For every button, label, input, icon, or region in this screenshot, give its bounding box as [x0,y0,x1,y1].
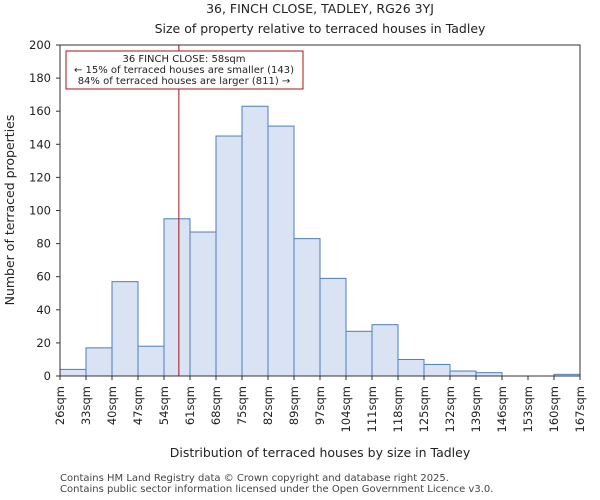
annotation-frame [65,50,304,90]
x-tick-label: 167sqm [573,386,587,432]
y-axis-label: Number of terraced properties [2,115,17,306]
footer-line-2: Contains public sector information licen… [60,484,494,495]
x-tick-label: 146sqm [495,386,509,432]
x-tick-label: 82sqm [261,386,275,425]
x-tick-label: 40sqm [105,386,119,425]
y-tick-label: 200 [29,38,51,52]
x-tick-label: 125sqm [417,386,431,432]
x-tick-label: 118sqm [391,386,405,432]
bar-125sqm [423,363,451,377]
chart-subtitle: Size of property relative to terraced ho… [155,21,486,36]
x-tick-label: 89sqm [287,386,301,425]
y-tick-label: 40 [36,303,51,317]
bar-118sqm [397,358,425,377]
x-tick-label: 33sqm [79,386,93,425]
bar-82sqm [267,125,295,377]
bar-68sqm [215,135,243,377]
bars-group [59,105,581,377]
chart-title: 36, FINCH CLOSE, TADLEY, RG26 3YJ [206,1,434,16]
x-tick-label: 111sqm [365,386,379,432]
y-tick-label: 100 [29,204,51,218]
x-axis-label: Distribution of terraced houses by size … [170,445,471,460]
bar-61sqm [189,231,217,377]
x-tick-label: 54sqm [157,386,171,425]
annotation-line-1: 36 FINCH CLOSE: 58sqm [122,54,245,65]
bar-47sqm [137,345,165,377]
x-tick-label: 47sqm [131,386,145,425]
x-axis: 26sqm 33sqm 40sqm 47sqm 54sqm 61sqm 68sqm 75sqm… [53,376,587,432]
bar-104sqm [345,330,373,377]
x-tick-label: 97sqm [313,386,327,425]
x-tick-label: 61sqm [183,386,197,425]
bar-97sqm [319,277,347,377]
bar-111sqm [371,324,399,377]
y-tick-label: 60 [36,270,51,284]
y-tick-label: 120 [29,170,51,184]
y-axis: 0 20 40 60 80 100 120 140 160 180 200 [29,38,60,383]
y-tick-label: 20 [36,336,51,350]
annotation-box: 36 FINCH CLOSE: 58sqm ← 15% of terraced … [65,50,304,90]
x-tick-label: 26sqm [53,386,67,425]
x-tick-label: 68sqm [209,386,223,425]
y-tick-label: 180 [29,71,51,85]
x-tick-label: 132sqm [443,386,457,432]
y-tick-label: 0 [44,369,51,383]
bar-40sqm [111,281,139,377]
y-tick-label: 140 [29,137,51,151]
bar-75sqm [241,105,269,377]
x-tick-label: 104sqm [339,386,353,432]
bar-54sqm [163,218,191,377]
bar-89sqm [293,238,321,377]
y-tick-label: 160 [29,104,51,118]
bar-132sqm [449,370,477,377]
bar-33sqm [85,347,113,377]
annotation-line-3: 84% of terraced houses are larger (811) … [78,76,291,87]
x-tick-label: 153sqm [521,386,535,432]
x-tick-label: 160sqm [547,386,561,432]
footer-line-1: Contains HM Land Registry data © Crown c… [60,473,449,484]
bar-26sqm [59,368,87,377]
annotation-line-2: ← 15% of terraced houses are smaller (14… [74,65,294,76]
y-tick-label: 80 [36,237,51,251]
x-tick-label: 139sqm [469,386,483,432]
x-tick-label: 75sqm [235,386,249,425]
